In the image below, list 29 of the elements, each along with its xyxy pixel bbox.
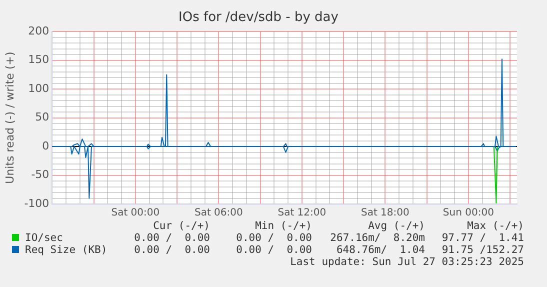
- y-tick-label: -50: [31, 168, 50, 182]
- text: 0.00 / 0.00: [236, 232, 312, 244]
- text: 648.76m/ 1.04: [336, 244, 425, 256]
- text: Avg (-/+): [368, 220, 425, 232]
- y-axis-title: Units read (-) / write (+): [3, 52, 16, 184]
- legend-label: Req Size (KB): [24, 244, 108, 256]
- y-tick-label: 100: [28, 82, 50, 95]
- legend-label: IO/sec: [24, 232, 63, 244]
- text: 0.00 / 0.00: [236, 244, 312, 256]
- text: Min (-/+): [255, 220, 312, 232]
- x-tick-label: Sun 00:00: [442, 208, 494, 219]
- x-tick-label: Sat 12:00: [278, 208, 326, 219]
- y-tick-label: 50: [35, 110, 50, 124]
- x-tick-label: Sat 18:00: [360, 208, 410, 219]
- text: 97.77 / 1.41: [442, 232, 524, 244]
- x-tick-label: Sat 06:00: [194, 208, 243, 219]
- y-tick-label: 200: [28, 24, 50, 38]
- x-tick-label: Sat 00:00: [111, 208, 160, 219]
- text: Cur (-/+): [153, 220, 210, 232]
- y-tick-label: -100: [24, 196, 50, 210]
- text: 0.00 / 0.00: [134, 244, 210, 256]
- text: Last update: Sun Jul 27 03:25:23 2025: [290, 256, 524, 268]
- chart-title: IOs for /dev/sdb - by day: [178, 10, 339, 26]
- text: 267.16m/ 8.20m: [330, 232, 425, 244]
- text: 0.00 / 0.00: [134, 232, 210, 244]
- text: 91.75 /152.27: [442, 244, 524, 256]
- y-tick-label: 150: [28, 53, 50, 66]
- y-tick-label: 0: [42, 139, 50, 152]
- text: Max (-/+): [467, 220, 524, 232]
